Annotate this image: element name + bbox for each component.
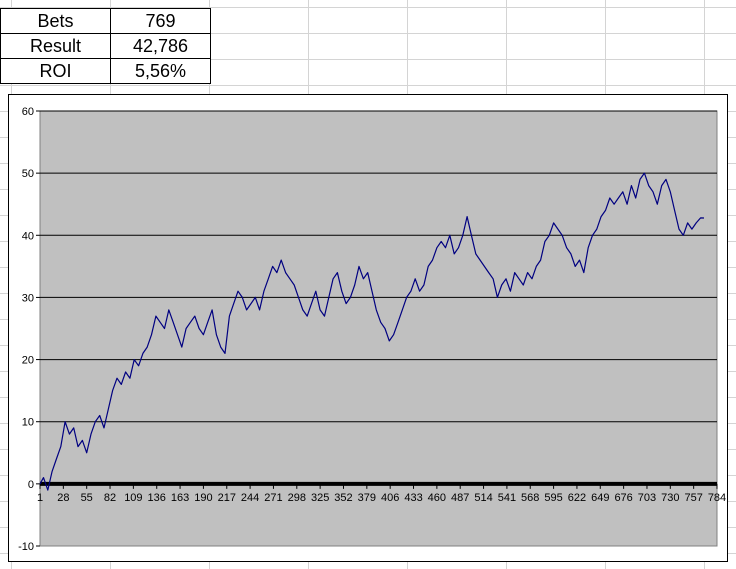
chart-area[interactable]: -10 0 10 20 30 40 50 60 1 28 55 82 109 136 163 190 217 24… [8,94,728,562]
stats-table: Bets 769 Result 42,786 ROI 5,56% [0,8,211,84]
x-tick-label: 217 [218,492,236,504]
x-tick-label: 595 [544,492,562,504]
y-tick-label: 40 [22,230,34,242]
x-tick-label: 487 [451,492,469,504]
plot-background [39,110,718,547]
x-tick-label: 271 [264,492,282,504]
y-tick-label: 0 [28,479,34,491]
stats-row-result: Result 42,786 [0,33,211,59]
x-tick-label: 730 [661,492,679,504]
x-tick-label: 244 [241,492,259,504]
x-tick-label: 28 [57,492,69,504]
y-tick-label: 20 [22,355,34,367]
x-tick-label: 109 [124,492,142,504]
stats-row-bets: Bets 769 [0,8,211,34]
x-tick-label: 406 [381,492,399,504]
y-tick-label: 50 [22,168,34,180]
series-line-0 [39,172,705,491]
x-tick-label: 622 [568,492,586,504]
x-tick-label: 703 [638,492,656,504]
x-tick-label: 55 [81,492,93,504]
x-tick-label: 1 [37,492,43,504]
x-tick-label: 757 [684,492,702,504]
x-tick-label: 163 [171,492,189,504]
x-tick-label: 325 [311,492,329,504]
stats-label-result[interactable]: Result [0,33,111,59]
stats-value-bets[interactable]: 769 [110,8,211,34]
stats-row-roi: ROI 5,56% [0,58,211,84]
x-tick-label: 541 [498,492,516,504]
x-tick-label: 433 [404,492,422,504]
stats-value-result[interactable]: 42,786 [110,33,211,59]
y-tick-label: 60 [22,106,34,118]
y-tick-label: 10 [22,417,34,429]
x-tick-label: 379 [358,492,376,504]
x-tick-label: 460 [428,492,446,504]
y-tick-label: -10 [18,541,34,553]
x-tick-label: 568 [521,492,539,504]
stats-label-bets[interactable]: Bets [0,8,111,34]
stats-label-roi[interactable]: ROI [0,58,111,84]
stats-value-roi[interactable]: 5,56% [110,58,211,84]
x-tick-label: 352 [334,492,352,504]
x-tick-label: 514 [474,492,492,504]
x-tick-label: 676 [614,492,632,504]
y-tick-label: 30 [22,292,34,304]
x-tick-label: 136 [148,492,166,504]
x-tick-label: 649 [591,492,609,504]
line-chart: -10 0 10 20 30 40 50 60 1 28 55 82 109 136 163 190 217 24… [18,106,726,553]
x-tick-label: 190 [194,492,212,504]
x-tick-label: 784 [708,492,726,504]
x-tick-label: 82 [104,492,116,504]
x-tick-label: 298 [288,492,306,504]
